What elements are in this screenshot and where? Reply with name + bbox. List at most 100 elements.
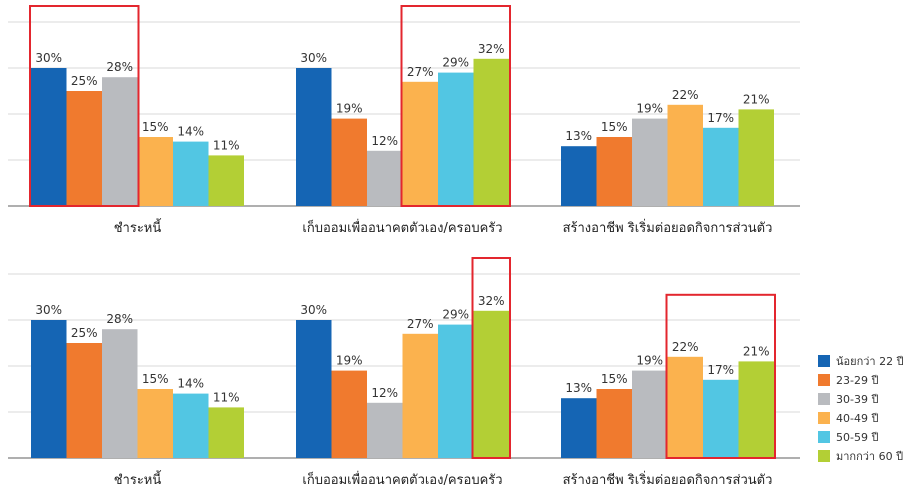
legend-item: 30-39 ปี	[818, 390, 923, 407]
bar	[738, 109, 774, 206]
bar-value-label: 15%	[601, 372, 628, 386]
bar	[438, 324, 474, 458]
bar	[667, 104, 703, 206]
bar-value-label: 14%	[177, 377, 204, 391]
legend-swatch	[818, 373, 830, 386]
legend-swatch	[818, 392, 830, 405]
bar	[632, 118, 668, 206]
bar	[561, 398, 597, 458]
category-label: เก็บออมเพื่ออนาคตตัวเอง/ครอบครัว	[302, 470, 502, 488]
bar-value-label: 22%	[672, 340, 699, 354]
bar	[208, 155, 244, 206]
bar-value-label: 12%	[371, 386, 398, 400]
bar-value-label: 17%	[707, 363, 734, 377]
highlight-box	[471, 257, 511, 459]
bar	[137, 137, 173, 206]
bar-value-label: 30%	[35, 303, 62, 317]
bar-value-label: 29%	[442, 308, 469, 322]
bar-value-label: 28%	[106, 60, 133, 74]
category-label: สร้างอาชีพ ริเริ่มต่อยอดกิจการส่วนตัว	[563, 471, 773, 488]
bar	[137, 389, 173, 458]
bar	[66, 91, 102, 206]
bar-value-label: 17%	[707, 111, 734, 125]
bar	[173, 141, 209, 206]
bar-value-label: 12%	[371, 134, 398, 148]
bar-value-label: 22%	[672, 88, 699, 102]
bar-value-label: 30%	[300, 303, 327, 317]
legend-swatch	[818, 411, 830, 424]
bar	[473, 310, 509, 458]
bar-value-label: 11%	[213, 390, 240, 404]
bar	[208, 407, 244, 458]
chart-legend: น้อยกว่า 22 ปี 23-29 ปี 30-39 ปี 40-49 ป…	[818, 352, 923, 466]
highlight-box	[29, 5, 140, 207]
bar	[31, 68, 67, 206]
bar-value-label: 11%	[213, 138, 240, 152]
legend-label: 30-39 ปี	[836, 392, 879, 406]
bar-value-label: 27%	[407, 65, 434, 79]
legend-item: 50-59 ปี	[818, 428, 923, 445]
category-label: ชำระหนี้	[114, 470, 162, 488]
legend-swatch	[818, 354, 830, 367]
legend-item: 23-29 ปี	[818, 371, 923, 388]
bar	[102, 77, 138, 206]
bar-value-label: 25%	[71, 326, 98, 340]
category-label: ชำระหนี้	[114, 218, 162, 236]
bar	[596, 389, 632, 458]
bar-value-label: 21%	[743, 344, 770, 358]
legend-swatch	[818, 430, 830, 443]
bar-value-label: 19%	[636, 102, 663, 116]
bar-value-label: 13%	[565, 381, 592, 395]
bar	[632, 370, 668, 458]
bar	[596, 137, 632, 206]
highlight-box	[665, 293, 776, 459]
bar-value-label: 27%	[407, 317, 434, 331]
legend-item: น้อยกว่า 22 ปี	[818, 352, 923, 369]
bar	[473, 58, 509, 206]
bar	[402, 81, 438, 206]
bar-value-label: 21%	[743, 92, 770, 106]
bar	[66, 343, 102, 458]
bar	[367, 402, 403, 458]
bar	[367, 150, 403, 206]
bar-value-label: 32%	[478, 294, 505, 308]
bar	[173, 393, 209, 458]
bar	[703, 127, 739, 206]
bar-value-label: 14%	[177, 125, 204, 139]
legend-label: 40-49 ปี	[836, 411, 879, 425]
bar	[703, 379, 739, 458]
bar	[667, 356, 703, 458]
bar-value-label: 29%	[442, 56, 469, 70]
bar	[331, 118, 367, 206]
legend-label: น้อยกว่า 22 ปี	[836, 354, 904, 368]
bar	[296, 68, 332, 206]
bar-value-label: 19%	[636, 354, 663, 368]
bar-value-label: 30%	[300, 51, 327, 65]
category-label: สร้างอาชีพ ริเริ่มต่อยอดกิจการส่วนตัว	[563, 219, 773, 236]
legend-item: มากกว่า 60 ปี	[818, 447, 923, 464]
legend-label: มากกว่า 60 ปี	[836, 449, 904, 463]
bar-value-label: 19%	[336, 354, 363, 368]
bar	[331, 370, 367, 458]
bar-value-label: 25%	[71, 74, 98, 88]
bar-value-label: 15%	[142, 372, 169, 386]
legend-swatch	[818, 449, 830, 462]
bar-value-label: 15%	[601, 120, 628, 134]
bar	[31, 320, 67, 458]
bar	[561, 146, 597, 206]
category-label: เก็บออมเพื่ออนาคตตัวเอง/ครอบครัว	[302, 218, 502, 236]
bar-value-label: 30%	[35, 51, 62, 65]
legend-label: 50-59 ปี	[836, 430, 879, 444]
bar	[438, 72, 474, 206]
legend-item: 40-49 ปี	[818, 409, 923, 426]
bar	[402, 333, 438, 458]
bar	[738, 361, 774, 458]
highlight-box	[400, 5, 511, 207]
bar-value-label: 19%	[336, 102, 363, 116]
bar-value-label: 28%	[106, 312, 133, 326]
bar	[296, 320, 332, 458]
legend-label: 23-29 ปี	[836, 373, 879, 387]
bar	[102, 329, 138, 458]
